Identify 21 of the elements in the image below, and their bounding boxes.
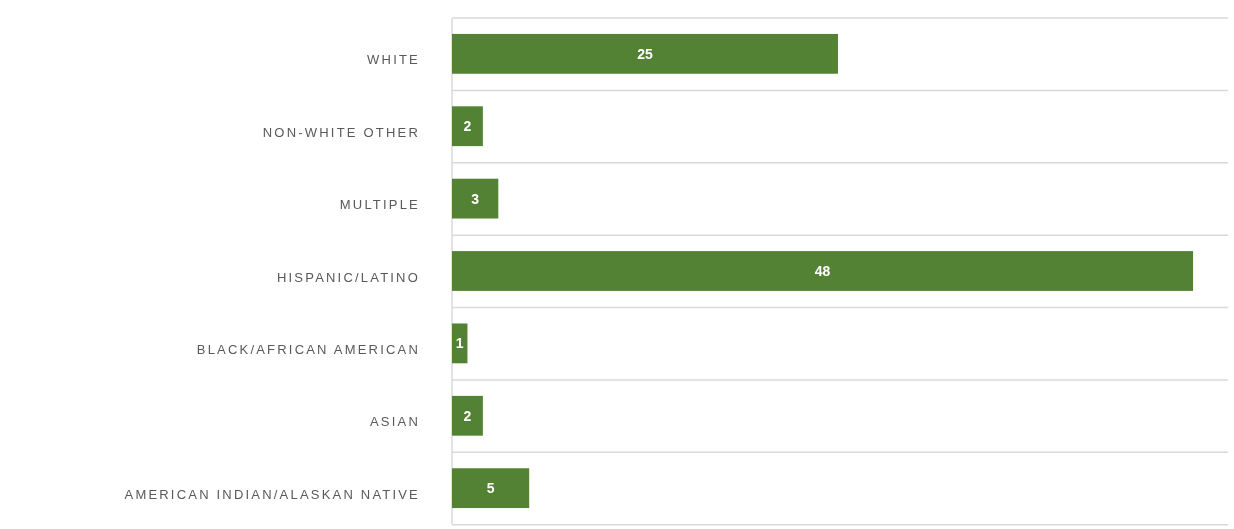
data-label: 1 (455, 335, 464, 352)
bar (452, 33, 838, 74)
bar (452, 395, 483, 436)
y-tick-label: BLACK/AFRICAN AMERICAN (196, 341, 420, 357)
y-tick-label: ASIAN (369, 414, 420, 430)
y-tick-label: WHITE (367, 52, 420, 68)
y-tick-label: MULTIPLE (339, 197, 420, 213)
data-label: 25 (637, 45, 653, 62)
data-label: 2 (463, 407, 472, 424)
bar (452, 106, 483, 147)
bar (452, 468, 530, 509)
y-tick-label: NON-WHITE OTHER (262, 124, 420, 140)
data-label: 2 (463, 118, 472, 135)
data-label: 5 (486, 480, 495, 497)
bar (452, 178, 499, 219)
bar (452, 251, 1194, 291)
data-label: 48 (814, 262, 831, 279)
y-tick-label: HISPANIC/LATINO (276, 269, 420, 285)
data-label: 3 (471, 190, 480, 207)
y-tick-label: AMERICAN INDIAN/ALASKAN NATIVE (124, 486, 420, 502)
bar (452, 323, 468, 364)
